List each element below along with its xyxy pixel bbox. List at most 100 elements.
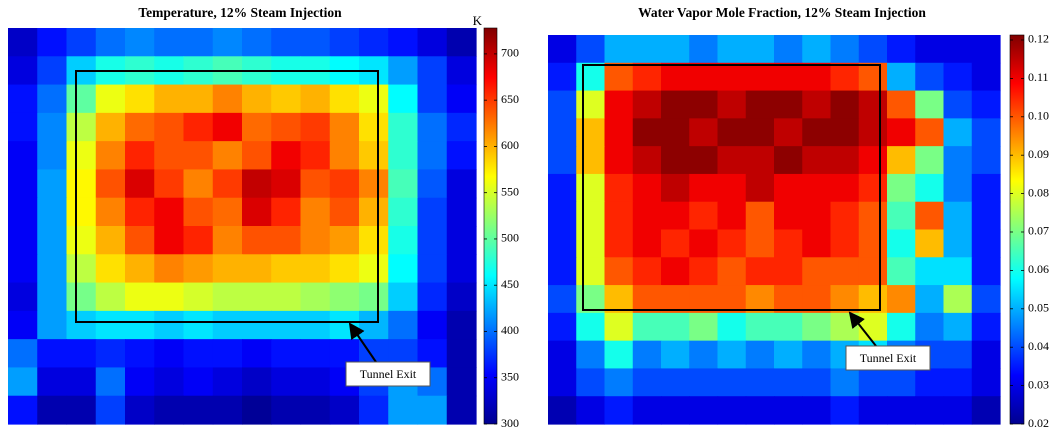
heat-cell <box>858 90 888 119</box>
heat-cell <box>971 35 1001 64</box>
heat-cell <box>242 84 272 114</box>
heat-cell <box>66 254 97 284</box>
heat-cell <box>154 254 185 284</box>
heat-cell <box>830 35 860 64</box>
heat-cell <box>359 84 389 114</box>
heat-cell <box>971 146 1001 175</box>
heat-cell <box>745 90 775 119</box>
heat-cell <box>915 146 945 175</box>
heat-cell <box>689 173 719 203</box>
heat-cell <box>576 118 606 147</box>
heat-cell <box>774 118 803 147</box>
heat-cell <box>632 285 662 314</box>
heat-cell <box>943 257 973 286</box>
heat-cell <box>154 282 185 312</box>
heat-cell <box>329 112 360 142</box>
heat-cell <box>830 201 860 231</box>
heat-cell <box>548 285 577 314</box>
heat-cell <box>242 141 272 171</box>
heat-cell <box>774 312 803 342</box>
heat-cell <box>95 310 126 340</box>
heat-cell <box>359 169 389 199</box>
heat-cell <box>971 312 1001 342</box>
heat-cell <box>943 368 973 397</box>
heat-cell <box>858 312 888 342</box>
heat-cell <box>604 90 634 119</box>
heat-cell <box>388 84 419 114</box>
heat-cell <box>717 90 747 119</box>
heat-cell <box>359 28 389 57</box>
heat-cell <box>745 285 775 314</box>
heat-cell <box>154 112 185 142</box>
colorbar-tick-label: 0.04 <box>1028 339 1049 353</box>
heat-cell <box>446 395 477 425</box>
heat-cell <box>95 84 126 114</box>
heat-cell <box>745 257 775 286</box>
heat-cell <box>329 197 360 227</box>
heat-cell <box>37 367 68 397</box>
heat-cell <box>212 169 243 199</box>
heat-cell <box>830 229 860 258</box>
heat-cell <box>632 396 662 425</box>
heat-cell <box>887 173 916 203</box>
heat-cell <box>632 312 662 342</box>
heat-cell <box>271 112 302 142</box>
heat-cell <box>300 395 331 425</box>
heat-cell <box>300 367 331 397</box>
heat-cell <box>745 340 775 370</box>
heat-cell <box>915 229 945 258</box>
heat-cell <box>446 367 477 397</box>
heat-cell <box>830 173 860 203</box>
colorbar-label: K <box>473 13 483 28</box>
heat-cell <box>154 367 185 397</box>
heat-cell <box>212 84 243 114</box>
heat-cell <box>300 112 331 142</box>
heat-cell <box>548 173 577 203</box>
heat-cell <box>802 146 832 175</box>
heat-cell <box>943 396 973 425</box>
heat-cell <box>66 226 97 255</box>
heat-cell <box>300 310 331 340</box>
heat-cell <box>125 254 155 284</box>
heat-cell <box>802 118 832 147</box>
heat-cell <box>66 28 97 57</box>
heat-cell <box>446 310 477 340</box>
heat-cell <box>125 226 155 255</box>
heat-cell <box>8 197 38 227</box>
heat-cell <box>661 90 690 119</box>
heat-cell <box>417 28 448 57</box>
heat-cell <box>632 229 662 258</box>
heat-cell <box>632 90 662 119</box>
heat-cell <box>689 396 719 425</box>
heat-cell <box>802 62 832 92</box>
heat-cell <box>154 339 185 369</box>
heat-cell <box>95 226 126 255</box>
heat-cell <box>717 368 747 397</box>
heat-cell <box>37 339 68 369</box>
heat-cell <box>802 312 832 342</box>
heat-cell <box>125 310 155 340</box>
heat-cell <box>661 146 690 175</box>
heat-cell <box>971 396 1001 425</box>
heat-cell <box>632 118 662 147</box>
colorbar-tick-label: 0.05 <box>1028 301 1049 315</box>
heat-cell <box>717 35 747 64</box>
heat-cell <box>576 173 606 203</box>
heat-cell <box>212 28 243 57</box>
heat-cell <box>689 90 719 119</box>
heat-cell <box>971 257 1001 286</box>
heat-cell <box>329 226 360 255</box>
heat-cell <box>887 257 916 286</box>
heat-cell <box>887 90 916 119</box>
heat-cell <box>774 229 803 258</box>
heat-cell <box>689 312 719 342</box>
heat-cell <box>661 35 690 64</box>
heat-cell <box>8 141 38 171</box>
heat-cell <box>183 28 214 57</box>
heat-cell <box>446 226 477 255</box>
heat-cell <box>774 62 803 92</box>
heat-cell <box>943 312 973 342</box>
heat-cell <box>154 395 185 425</box>
heat-cell <box>212 112 243 142</box>
heat-cell <box>830 90 860 119</box>
